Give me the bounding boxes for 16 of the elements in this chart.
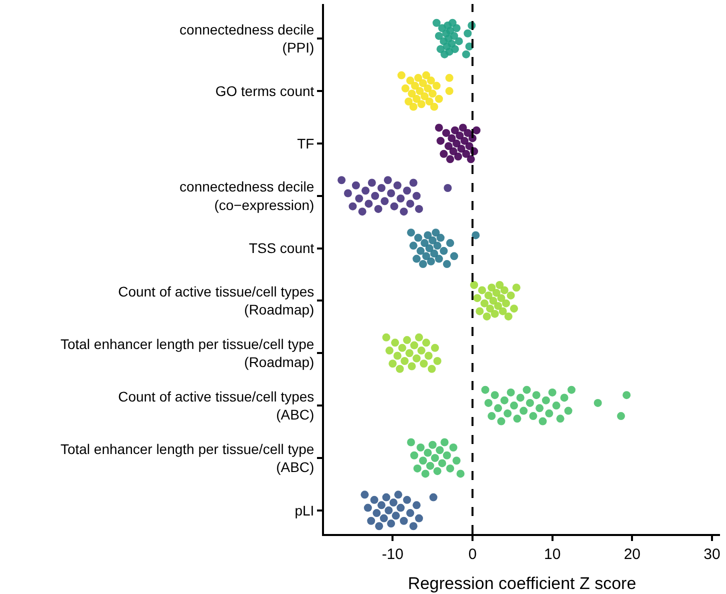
x-tick-label: -10	[382, 546, 404, 563]
y-tick-label: Count of active tissue/cell types (Roadmap)	[118, 284, 314, 318]
y-tick-label: Total enhancer length per tissue/cell type (Roadmap)	[60, 336, 314, 370]
x-axis-title: Regression coefficient Z score	[408, 574, 636, 593]
y-tick-label: Total enhancer length per tissue/cell type (ABC)	[60, 440, 314, 475]
y-tick-label: Count of active tissue/cell types (ABC)	[118, 388, 314, 423]
y-tick-label: pLI	[294, 502, 314, 518]
x-tick-label: 20	[624, 546, 641, 563]
y-tick-label: TF	[297, 135, 314, 152]
x-tick-label: 30	[704, 546, 720, 563]
y-tick-label: GO terms count	[215, 82, 314, 99]
x-tick-label: 0	[468, 546, 477, 563]
y-tick-label: connectedness decile (co−expression)	[180, 178, 314, 213]
y-tick-label: TSS count	[248, 240, 314, 256]
x-tick-label: 10	[544, 546, 561, 563]
y-tick-label: connectedness decile (PPI)	[180, 21, 314, 56]
